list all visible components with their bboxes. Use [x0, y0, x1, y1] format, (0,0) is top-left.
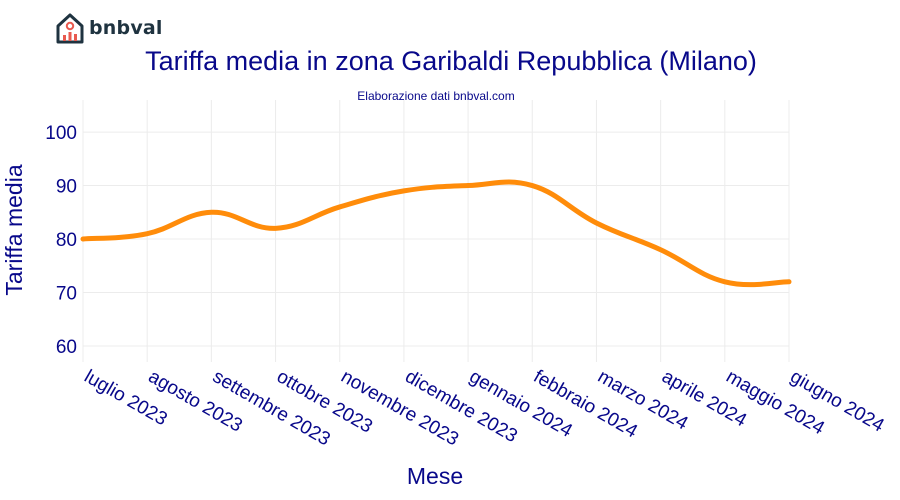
series-line [80, 179, 792, 288]
y-tick-label-0: 60 [56, 337, 77, 358]
x-gridlines [82, 100, 790, 362]
chart-subtitle: Elaborazione dati bnbval.com [357, 89, 514, 103]
chart-title: Tariffa media in zona Garibaldi Repubbli… [145, 46, 757, 76]
y-tick-label-2: 80 [56, 230, 77, 251]
y-gridlines [83, 131, 789, 347]
y-tick-label-4: 100 [45, 123, 77, 144]
brand-logo: bnbval [55, 10, 163, 46]
y-tick-label-3: 90 [56, 177, 77, 198]
house-chart-icon [56, 13, 84, 44]
y-tick-label-1: 70 [56, 283, 77, 304]
x-axis-title: Mese [407, 463, 463, 489]
brand-name: bnbval [89, 17, 163, 39]
y-tick-labels: 60 70 80 90 100 [45, 123, 77, 358]
y-axis-title: Tariffa media [1, 164, 27, 295]
